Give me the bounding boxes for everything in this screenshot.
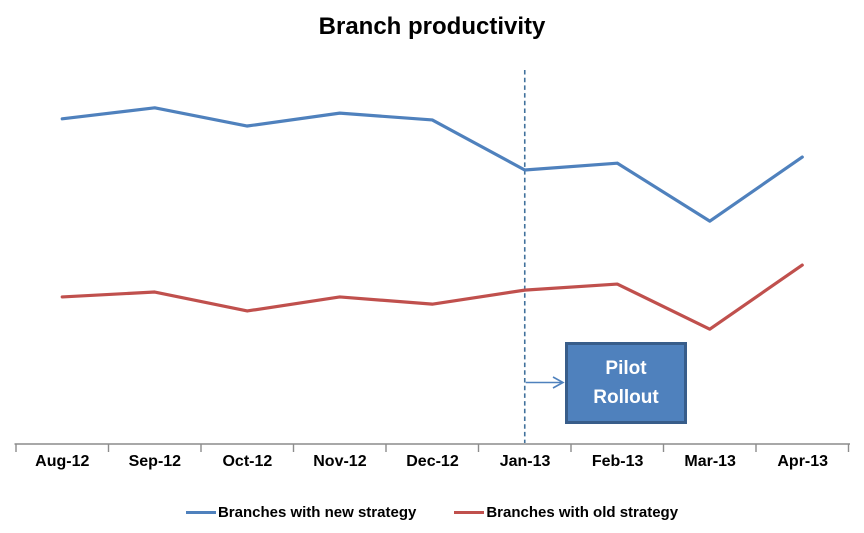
legend: Branches with new strategy Branches with … <box>0 499 864 525</box>
callout-text-line1: Pilot <box>605 357 647 379</box>
series-line-0 <box>60 106 804 223</box>
x-axis-label: Aug-12 <box>35 453 90 470</box>
series-line-1 <box>60 263 804 331</box>
chart-title: Branch productivity <box>318 13 546 40</box>
x-axis-label: Nov-12 <box>313 453 367 470</box>
x-axis-label: Feb-13 <box>591 453 644 470</box>
callout-arrow-head-icon <box>552 376 565 389</box>
legend-label: Branches with new strategy <box>217 503 417 521</box>
x-axis-label: Dec-12 <box>406 453 459 470</box>
callout-text-line2: Rollout <box>593 387 659 408</box>
legend-line-swatch <box>454 510 485 514</box>
legend-line-swatch <box>185 510 216 514</box>
x-axis-label: Apr-13 <box>777 453 829 470</box>
x-axis-label: Sep-12 <box>128 453 182 470</box>
legend-item-0: Branches with new strategy <box>185 503 417 521</box>
legend-label: Branches with old strategy <box>486 503 679 521</box>
x-axis-label: Mar-13 <box>684 453 736 470</box>
pilot-rollout-callout: Pilot Rollout <box>565 342 687 424</box>
x-axis-label: Jan-13 <box>499 453 551 470</box>
x-axis: Aug-12 Sep-12 Oct-12 Nov-12 Dec-12 Jan-13 Feb-… <box>16 453 849 475</box>
legend-item-1: Branches with old strategy <box>454 504 678 521</box>
x-axis-label: Oct-12 <box>222 453 273 470</box>
